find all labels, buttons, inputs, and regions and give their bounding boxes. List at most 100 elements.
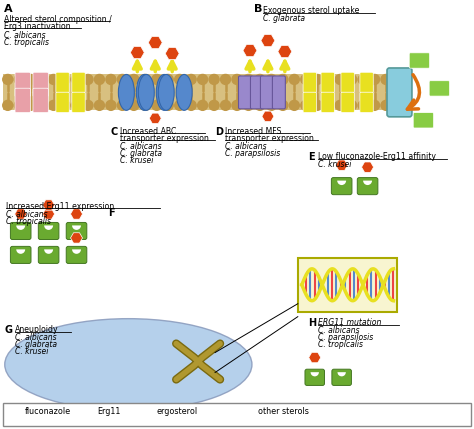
Text: C. albicans: C. albicans (120, 142, 162, 151)
Circle shape (370, 75, 380, 85)
Text: fluconazole: fluconazole (25, 408, 71, 417)
Circle shape (220, 100, 230, 110)
FancyBboxPatch shape (303, 92, 317, 112)
Text: Erg3 inactivation: Erg3 inactivation (4, 21, 70, 30)
Bar (3, 75, 390, 110)
FancyBboxPatch shape (38, 223, 59, 239)
Text: C. krusei: C. krusei (15, 347, 48, 356)
Text: C. parapsilosis: C. parapsilosis (225, 149, 280, 158)
Circle shape (198, 100, 208, 110)
Circle shape (83, 100, 93, 110)
Text: Increased MFS: Increased MFS (225, 127, 282, 136)
Circle shape (209, 75, 219, 85)
Text: C. krusei: C. krusei (120, 156, 154, 165)
Circle shape (94, 100, 104, 110)
Circle shape (3, 75, 13, 85)
Circle shape (118, 100, 128, 110)
Circle shape (60, 75, 70, 85)
FancyBboxPatch shape (242, 407, 255, 423)
FancyBboxPatch shape (56, 72, 69, 93)
FancyBboxPatch shape (15, 88, 30, 112)
Text: C. glabrata: C. glabrata (120, 149, 163, 158)
Circle shape (14, 75, 24, 85)
Wedge shape (337, 181, 346, 185)
Circle shape (244, 75, 254, 85)
FancyBboxPatch shape (331, 178, 352, 195)
Circle shape (72, 75, 82, 85)
Circle shape (209, 100, 219, 110)
FancyBboxPatch shape (387, 68, 412, 117)
FancyBboxPatch shape (142, 406, 155, 423)
Text: D: D (215, 127, 223, 137)
Circle shape (140, 75, 150, 85)
Text: Increased ABC: Increased ABC (120, 127, 177, 136)
Circle shape (152, 75, 162, 85)
Text: Exogenous sterol uptake: Exogenous sterol uptake (263, 6, 359, 15)
Circle shape (381, 75, 391, 85)
Text: C. albicans: C. albicans (15, 332, 56, 341)
Text: G: G (5, 325, 13, 335)
FancyBboxPatch shape (56, 92, 69, 112)
Text: C. tropicalis: C. tropicalis (4, 38, 49, 47)
FancyBboxPatch shape (260, 76, 273, 109)
Circle shape (106, 100, 116, 110)
Circle shape (106, 75, 116, 85)
Ellipse shape (137, 75, 152, 110)
Bar (3, 403, 471, 426)
Text: other sterols: other sterols (258, 408, 309, 417)
Circle shape (244, 100, 254, 110)
Circle shape (335, 100, 345, 110)
Text: transporter expression: transporter expression (120, 134, 209, 143)
Circle shape (140, 100, 150, 110)
Wedge shape (85, 412, 92, 416)
FancyBboxPatch shape (72, 92, 85, 112)
Circle shape (266, 100, 276, 110)
Circle shape (49, 75, 59, 85)
FancyBboxPatch shape (228, 407, 242, 423)
Text: C. glabrata: C. glabrata (15, 340, 57, 349)
Text: C. parapsilosis: C. parapsilosis (318, 332, 373, 341)
Circle shape (358, 100, 368, 110)
FancyBboxPatch shape (10, 246, 31, 263)
Circle shape (312, 100, 322, 110)
Text: Erg11: Erg11 (98, 408, 121, 417)
Text: C. tropicalis: C. tropicalis (318, 340, 363, 349)
Text: C. albicans: C. albicans (225, 142, 267, 151)
Circle shape (370, 100, 380, 110)
Text: B: B (254, 4, 262, 14)
Text: C. albicans: C. albicans (4, 30, 46, 39)
FancyBboxPatch shape (341, 92, 355, 112)
FancyBboxPatch shape (15, 72, 30, 97)
Circle shape (198, 75, 208, 85)
Circle shape (26, 100, 36, 110)
Circle shape (186, 100, 196, 110)
FancyBboxPatch shape (80, 409, 97, 423)
Ellipse shape (176, 75, 192, 110)
Circle shape (129, 100, 139, 110)
FancyBboxPatch shape (66, 246, 87, 263)
Circle shape (301, 100, 311, 110)
Wedge shape (310, 372, 319, 376)
Circle shape (129, 75, 139, 85)
Text: E: E (308, 152, 314, 162)
Circle shape (118, 75, 128, 85)
FancyBboxPatch shape (303, 72, 317, 93)
Wedge shape (44, 226, 53, 230)
Text: A: A (4, 4, 12, 14)
Text: ergosterol: ergosterol (156, 408, 197, 417)
Circle shape (60, 100, 70, 110)
Wedge shape (363, 181, 372, 185)
Circle shape (266, 75, 276, 85)
Ellipse shape (156, 75, 172, 110)
Ellipse shape (118, 75, 134, 110)
Text: transporter expression: transporter expression (225, 134, 314, 143)
Ellipse shape (138, 75, 154, 110)
Circle shape (301, 75, 311, 85)
Circle shape (255, 75, 265, 85)
Circle shape (163, 75, 173, 85)
Circle shape (335, 75, 345, 85)
FancyBboxPatch shape (66, 223, 87, 239)
Text: ERG11 mutation: ERG11 mutation (318, 317, 381, 326)
Circle shape (163, 100, 173, 110)
Wedge shape (16, 249, 25, 254)
